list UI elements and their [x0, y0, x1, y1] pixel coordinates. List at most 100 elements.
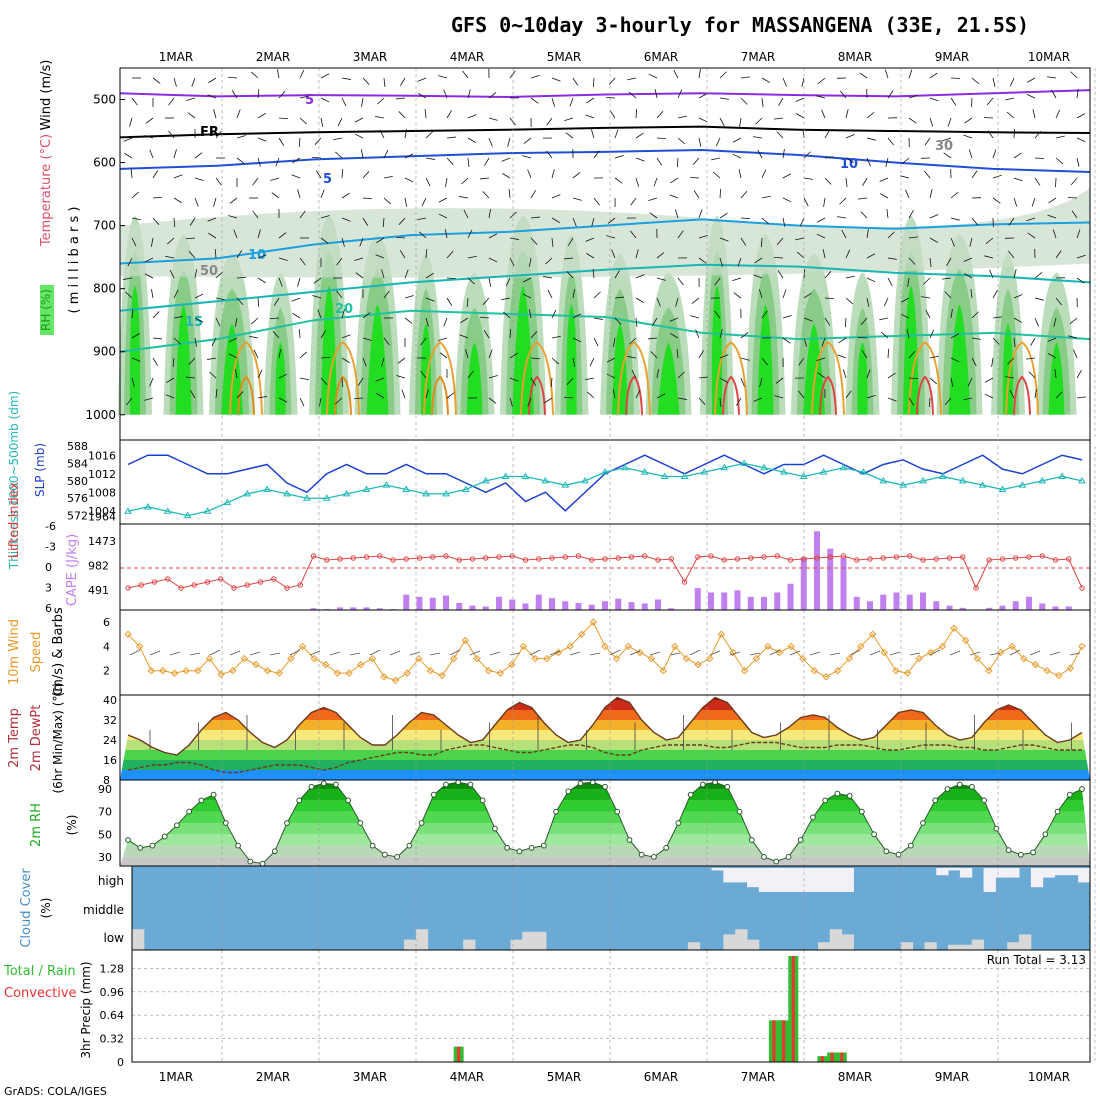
surface-wind-barb	[289, 649, 301, 656]
wind-barb	[484, 157, 490, 166]
thickness-marker	[601, 468, 609, 475]
y-tick-label: 600	[93, 156, 116, 170]
cape-bar	[840, 557, 847, 610]
wind-barb	[929, 117, 934, 127]
wind-barb	[866, 157, 871, 167]
rh-marker	[443, 781, 449, 788]
low-cloud-bar	[1019, 934, 1032, 950]
surface-wind-barb	[649, 651, 661, 656]
wind-barb	[149, 149, 154, 159]
wind-barb	[425, 272, 434, 279]
precip-tick-label: 1.28	[100, 962, 125, 975]
wind-barb	[656, 369, 659, 379]
surface-wind-barb	[769, 649, 781, 656]
lifted-index-marker	[231, 585, 237, 591]
high-cloud-bar	[995, 868, 1008, 878]
wind-barb	[207, 357, 217, 360]
date-label-top: 4MAR	[450, 50, 485, 64]
wind-barb	[943, 152, 952, 159]
wind-barb	[857, 336, 868, 339]
warm-contour-inner	[1013, 375, 1031, 415]
wind-barb	[509, 377, 519, 382]
wind-barb	[313, 277, 322, 284]
rh-marker	[651, 854, 657, 860]
wind-barb	[795, 97, 805, 102]
rh-marker	[797, 837, 804, 843]
rh-marker	[540, 842, 547, 849]
wind-barb	[798, 357, 805, 366]
wind-barb	[383, 290, 390, 299]
wind-barb	[236, 157, 245, 164]
wind-barb	[336, 290, 343, 299]
wind-barb	[719, 117, 725, 127]
cape-bar	[337, 607, 343, 610]
wind-barb	[299, 377, 309, 381]
wind-barb	[191, 77, 196, 87]
lifted-index-marker	[946, 555, 953, 561]
wind-barb	[593, 337, 599, 347]
rh-marker	[296, 797, 303, 804]
wind-barb	[278, 232, 287, 239]
wind-barb	[585, 377, 595, 381]
wind-barb	[257, 229, 261, 239]
rh-shade-dark	[1048, 342, 1065, 415]
wind-barb	[488, 375, 498, 379]
rh-marker	[846, 792, 853, 799]
lifted-index-marker	[986, 557, 992, 563]
rh-marker	[125, 837, 131, 843]
wind-barb	[698, 234, 708, 239]
rh-marker	[137, 844, 144, 851]
wind-barb	[670, 333, 679, 339]
wind-barb	[950, 333, 960, 339]
warm-contour	[1005, 341, 1039, 415]
wind-barb	[908, 69, 913, 79]
rh-marker	[174, 822, 180, 829]
cape-bar	[800, 557, 807, 610]
contour-label: 5	[305, 93, 314, 108]
wind-barb	[312, 295, 322, 299]
lifted-index-marker	[867, 556, 873, 562]
wind-speed-marker	[415, 654, 423, 663]
warm-contour-inner	[528, 375, 546, 415]
rh-marker	[687, 791, 694, 798]
wind-barb	[173, 337, 181, 345]
cape-panel	[119, 523, 1091, 611]
wind-barb	[299, 257, 306, 266]
wind-barb	[194, 337, 197, 347]
wind-barb	[1008, 250, 1015, 259]
contour-label: 10	[248, 248, 266, 263]
temp-units-label: (6hr Min/Max) (°C)	[51, 682, 65, 793]
precip-convective-bar	[820, 1056, 824, 1062]
wind-barb	[404, 177, 414, 183]
wind-barb	[630, 197, 637, 206]
wind-barb	[782, 149, 785, 159]
wind-barb	[168, 130, 175, 139]
thickness-marker	[680, 472, 689, 479]
high-cloud-bar	[841, 868, 854, 892]
wind-barb	[778, 97, 784, 106]
cloud-level-label: low	[104, 931, 125, 945]
wind-barb	[341, 377, 344, 388]
cape-bar	[1065, 606, 1072, 610]
wind-barb	[438, 213, 448, 219]
wind-barb	[677, 277, 684, 286]
date-label-top: 1MAR	[159, 50, 194, 64]
low-cloud-bar	[948, 944, 961, 950]
wind-barb	[1070, 177, 1078, 186]
surface-wind-barb	[369, 649, 381, 656]
wind-barb	[985, 237, 994, 244]
wind-barb	[1027, 232, 1036, 239]
warm-contour-inner	[916, 375, 934, 415]
wind-barb	[824, 156, 834, 159]
low-cloud-bar	[959, 944, 973, 950]
wind-barb	[649, 212, 658, 219]
lifted-index-marker	[774, 553, 780, 559]
wind-speed-marker	[263, 667, 272, 675]
wind-barb	[173, 217, 176, 228]
wind-barb	[152, 311, 160, 319]
wind-barb	[227, 76, 238, 79]
wind-barb	[860, 211, 868, 219]
wind-barb	[214, 248, 217, 259]
wind-barb	[758, 289, 763, 299]
wind-barb	[732, 277, 742, 282]
